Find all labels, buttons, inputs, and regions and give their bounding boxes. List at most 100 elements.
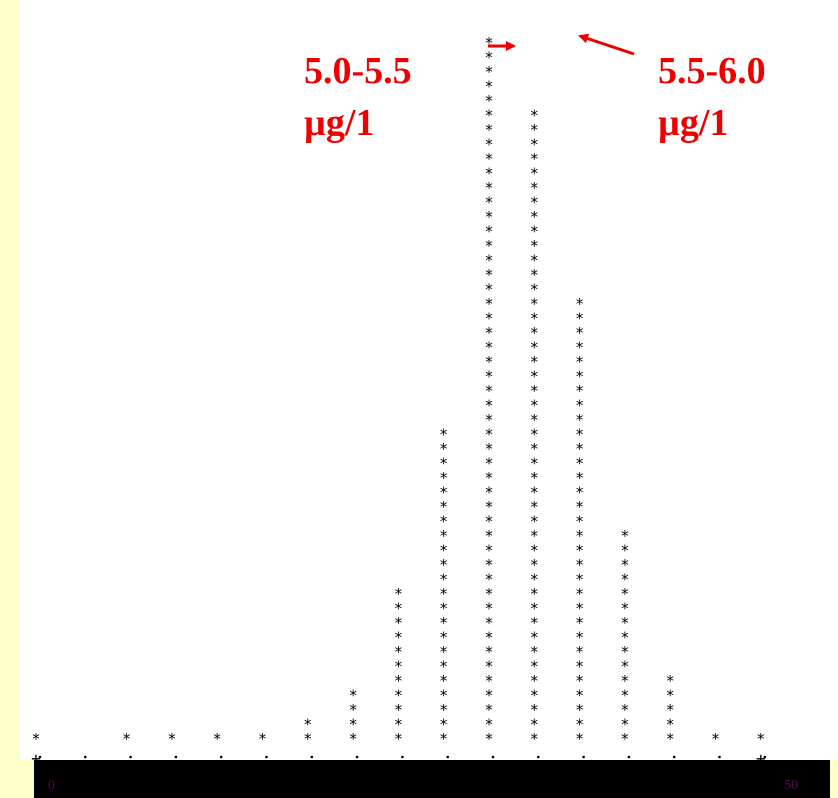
asterisk-mark: *	[530, 672, 539, 690]
asterisk-mark: *	[439, 643, 448, 661]
asterisk-mark: *	[575, 716, 584, 734]
asterisk-mark: *	[484, 571, 493, 589]
asterisk-mark: *	[484, 658, 493, 676]
asterisk-mark: *	[484, 324, 493, 342]
annotation-left-range: 5.0-5.5	[304, 50, 412, 92]
asterisk-mark: *	[530, 440, 539, 458]
asterisk-mark: *	[530, 208, 539, 226]
baseline-dot	[446, 755, 450, 759]
asterisk-mark: *	[439, 498, 448, 516]
asterisk-mark: *	[530, 571, 539, 589]
asterisk-mark: *	[167, 730, 176, 748]
asterisk-mark: *	[620, 585, 629, 603]
asterisk-mark: *	[484, 484, 493, 502]
baseline-dot	[718, 755, 721, 759]
asterisk-mark: *	[530, 353, 539, 371]
asterisk-mark: *	[530, 136, 539, 154]
asterisk-mark: *	[484, 208, 493, 226]
asterisk-mark: *	[530, 252, 539, 270]
asterisk-mark: *	[666, 672, 675, 690]
asterisk-mark: *	[484, 701, 493, 719]
histogram-column-3.0-3.5: **	[303, 716, 314, 759]
asterisk-mark: *	[484, 353, 493, 371]
asterisk-mark: *	[484, 165, 493, 183]
asterisk-mark: *	[484, 440, 493, 458]
baseline-dot	[491, 755, 495, 759]
histogram-column-5.5-6.0: ****************************************…	[530, 107, 540, 759]
asterisk-mark: *	[530, 484, 539, 502]
asterisk-mark: *	[530, 643, 539, 661]
asterisk-mark: *	[484, 469, 493, 487]
asterisk-mark: *	[530, 107, 539, 125]
asterisk-mark: *	[439, 469, 448, 487]
asterisk-mark: *	[575, 455, 584, 473]
asterisk-mark: *	[484, 295, 493, 313]
asterisk-mark: *	[711, 730, 720, 748]
baseline-dot	[174, 755, 178, 759]
asterisk-mark: *	[530, 339, 539, 357]
baseline-dot	[355, 755, 359, 759]
asterisk-mark: *	[439, 614, 448, 632]
asterisk-mark: *	[575, 600, 584, 618]
asterisk-mark: *	[575, 295, 584, 313]
asterisk-mark: *	[575, 556, 584, 574]
asterisk-mark: *	[575, 440, 584, 458]
asterisk-mark: *	[620, 556, 629, 574]
asterisk-mark: *	[31, 730, 40, 748]
histogram-column-8.0-8.5: *	[756, 730, 767, 759]
asterisk-mark: *	[484, 585, 493, 603]
asterisk-mark: *	[303, 716, 312, 734]
asterisk-mark: *	[484, 687, 493, 705]
histogram-column-6.0-6.5: *******************************	[575, 295, 585, 759]
asterisk-mark: *	[575, 469, 584, 487]
asterisk-mark: *	[484, 78, 493, 96]
asterisk-mark: *	[484, 513, 493, 531]
asterisk-mark: *	[394, 687, 403, 705]
asterisk-mark: *	[484, 179, 493, 197]
asterisk-mark: *	[484, 542, 493, 560]
asterisk-mark: *	[439, 672, 448, 690]
asterisk-mark: *	[213, 730, 222, 748]
asterisk-mark: *	[530, 165, 539, 183]
asterisk-mark: *	[439, 542, 448, 560]
asterisk-mark: *	[303, 730, 312, 748]
asterisk-mark: *	[484, 92, 493, 110]
baseline-dot	[401, 755, 404, 759]
plot-area: * * * * * * * * * * * * * * * * * * * * * * * * * * * * * * * * * * * * * * * *…	[20, 0, 838, 760]
asterisk-mark: *	[394, 658, 403, 676]
histogram-column-7.0-7.5: *****	[666, 672, 676, 759]
histogram-column-4.0-4.5: ***********	[394, 585, 404, 759]
asterisk-mark: *	[394, 643, 403, 661]
asterisk-mark: *	[439, 513, 448, 531]
asterisk-mark: *	[575, 527, 584, 545]
arrow-right	[578, 33, 635, 56]
asterisk-mark: *	[530, 324, 539, 342]
asterisk-mark: *	[439, 426, 448, 444]
asterisk-mark: *	[530, 194, 539, 212]
asterisk-mark: *	[484, 310, 493, 328]
baseline-dot	[537, 755, 540, 759]
asterisk-mark: *	[439, 629, 448, 647]
asterisk-mark: *	[484, 527, 493, 545]
asterisk-mark: *	[394, 600, 403, 618]
asterisk-mark: *	[484, 672, 493, 690]
asterisk-mark: *	[666, 730, 675, 748]
asterisk-mark: *	[530, 411, 539, 429]
asterisk-mark: *	[575, 687, 584, 705]
asterisk-mark: *	[530, 469, 539, 487]
asterisk-mark: *	[439, 455, 448, 473]
asterisk-mark: *	[530, 542, 539, 560]
asterisk-mark: *	[484, 426, 493, 444]
asterisk-mark: *	[484, 34, 493, 52]
asterisk-mark: *	[575, 643, 584, 661]
asterisk-mark: *	[484, 194, 493, 212]
asterisk-mark: *	[530, 614, 539, 632]
asterisk-mark: *	[620, 672, 629, 690]
asterisk-mark: *	[439, 556, 448, 574]
asterisk-mark: *	[530, 513, 539, 531]
asterisk-mark: *	[530, 687, 539, 705]
asterisk-mark: *	[575, 498, 584, 516]
asterisk-mark: *	[575, 382, 584, 400]
asterisk-mark: *	[575, 571, 584, 589]
asterisk-mark: *	[530, 223, 539, 241]
